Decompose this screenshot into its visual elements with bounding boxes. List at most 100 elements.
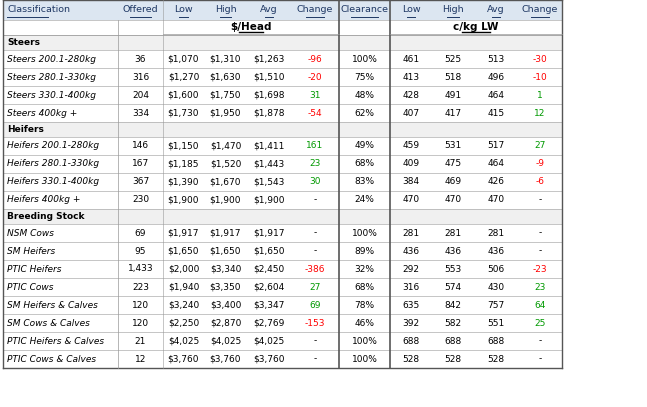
Text: 553: 553 <box>444 265 461 274</box>
Text: 525: 525 <box>444 55 461 63</box>
Text: 464: 464 <box>487 90 505 99</box>
Text: $2,769: $2,769 <box>254 319 285 328</box>
Text: 1,433: 1,433 <box>127 265 153 274</box>
Bar <box>3 191 562 209</box>
Text: PTIC Heifers: PTIC Heifers <box>7 265 61 274</box>
Text: 316: 316 <box>402 282 420 291</box>
Bar <box>3 50 562 68</box>
Bar <box>3 20 562 35</box>
Text: 36: 36 <box>135 55 146 63</box>
Text: 23: 23 <box>534 282 545 291</box>
Text: -: - <box>538 337 542 346</box>
Text: -54: -54 <box>308 109 322 118</box>
Bar <box>3 122 562 137</box>
Text: 392: 392 <box>402 319 419 328</box>
Text: PTIC Heifers & Calves: PTIC Heifers & Calves <box>7 337 104 346</box>
Bar <box>3 260 562 278</box>
Text: 415: 415 <box>487 109 505 118</box>
Text: 582: 582 <box>444 319 461 328</box>
Text: 334: 334 <box>132 109 149 118</box>
Text: 842: 842 <box>444 300 461 309</box>
Bar <box>3 278 562 296</box>
Text: $1,470: $1,470 <box>210 142 241 151</box>
Text: SM Heifers & Calves: SM Heifers & Calves <box>7 300 98 309</box>
Text: $3,400: $3,400 <box>210 300 241 309</box>
Text: -20: -20 <box>308 72 322 81</box>
Text: $1,310: $1,310 <box>210 55 241 63</box>
Text: 506: 506 <box>487 265 505 274</box>
Text: 223: 223 <box>132 282 149 291</box>
Text: 161: 161 <box>307 142 324 151</box>
Text: 27: 27 <box>534 142 545 151</box>
Text: $1,263: $1,263 <box>254 55 285 63</box>
Text: 475: 475 <box>444 160 461 168</box>
Text: 48%: 48% <box>355 90 375 99</box>
Text: 464: 464 <box>487 160 505 168</box>
Text: 367: 367 <box>132 177 149 186</box>
Bar <box>3 209 562 224</box>
Text: -96: -96 <box>307 55 322 63</box>
Bar <box>3 104 562 122</box>
Text: Clearance: Clearance <box>340 6 388 15</box>
Bar <box>3 296 562 314</box>
Text: PTIC Cows & Calves: PTIC Cows & Calves <box>7 354 96 363</box>
Text: 167: 167 <box>132 160 149 168</box>
Bar <box>3 332 562 350</box>
Bar <box>3 155 562 173</box>
Text: PTIC Cows: PTIC Cows <box>7 282 54 291</box>
Text: High: High <box>442 6 464 15</box>
Text: $1,543: $1,543 <box>254 177 285 186</box>
Bar <box>3 35 562 50</box>
Text: -: - <box>313 247 316 256</box>
Text: Heifers 400kg +: Heifers 400kg + <box>7 195 80 204</box>
Text: 574: 574 <box>444 282 461 291</box>
Text: 470: 470 <box>402 195 419 204</box>
Text: SM Cows & Calves: SM Cows & Calves <box>7 319 90 328</box>
Text: $1,650: $1,650 <box>210 247 241 256</box>
Bar <box>3 314 562 332</box>
Text: 528: 528 <box>487 354 505 363</box>
Text: $2,250: $2,250 <box>168 319 199 328</box>
Text: $1,185: $1,185 <box>168 160 199 168</box>
Text: 470: 470 <box>444 195 461 204</box>
Text: 417: 417 <box>444 109 461 118</box>
Text: 459: 459 <box>402 142 419 151</box>
Text: -30: -30 <box>532 55 547 63</box>
Text: 470: 470 <box>487 195 505 204</box>
Text: 281: 281 <box>402 228 419 238</box>
Text: Heifers: Heifers <box>7 125 44 134</box>
Text: $3,347: $3,347 <box>254 300 285 309</box>
Text: 30: 30 <box>309 177 321 186</box>
Text: Low: Low <box>174 6 193 15</box>
Text: NSM Cows: NSM Cows <box>7 228 54 238</box>
Text: 1: 1 <box>537 90 543 99</box>
Text: $1,900: $1,900 <box>210 195 241 204</box>
Text: 688: 688 <box>402 337 420 346</box>
Text: 21: 21 <box>135 337 146 346</box>
Bar <box>3 68 562 86</box>
Text: 49%: 49% <box>355 142 375 151</box>
Text: 409: 409 <box>402 160 419 168</box>
Text: 688: 688 <box>444 337 461 346</box>
Text: $2,450: $2,450 <box>254 265 285 274</box>
Text: c/kg LW: c/kg LW <box>454 22 499 33</box>
Text: 75%: 75% <box>355 72 375 81</box>
Text: 146: 146 <box>132 142 149 151</box>
Text: 635: 635 <box>402 300 420 309</box>
Text: $2,604: $2,604 <box>254 282 285 291</box>
Bar <box>3 86 562 104</box>
Text: Offered: Offered <box>123 6 159 15</box>
Text: 281: 281 <box>444 228 461 238</box>
Text: 120: 120 <box>132 319 149 328</box>
Text: 426: 426 <box>487 177 505 186</box>
Text: 413: 413 <box>402 72 419 81</box>
Text: 31: 31 <box>309 90 321 99</box>
Text: $2,870: $2,870 <box>210 319 241 328</box>
Text: $1,917: $1,917 <box>253 228 285 238</box>
Text: -: - <box>313 354 316 363</box>
Text: 531: 531 <box>444 142 461 151</box>
Text: 551: 551 <box>487 319 505 328</box>
Text: $3,240: $3,240 <box>168 300 199 309</box>
Bar <box>3 0 562 368</box>
Text: -10: -10 <box>532 72 547 81</box>
